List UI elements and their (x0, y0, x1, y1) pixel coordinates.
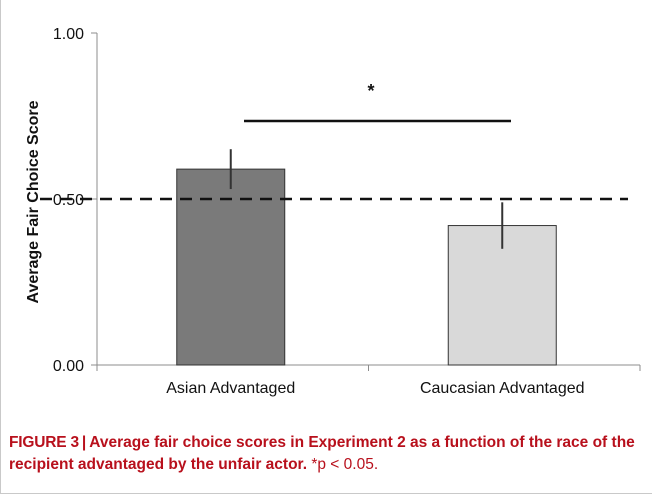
x-category-label: Caucasian Advantaged (420, 380, 585, 397)
caption-separator: | (81, 434, 87, 451)
y-tick-label: 0.00 (53, 358, 84, 375)
error-bars (229, 149, 504, 249)
significance-group: * (244, 81, 511, 123)
x-category-label: Asian Advantaged (166, 380, 295, 397)
caption-note: *p < 0.05. (311, 456, 379, 473)
caption-text: Average fair choice scores in Experiment… (9, 434, 635, 473)
x-axis: Asian Advantaged Caucasian Advantaged (96, 364, 641, 397)
bar-chart: 0.00 0.50 1.00 Asian Advantaged Caucasian A… (25, 26, 641, 397)
figure-caption: FIGURE 3 | Average fair choice scores in E… (9, 432, 639, 476)
significance-label: * (367, 81, 374, 101)
y-tick-label: 1.00 (53, 26, 84, 43)
y-axis: 0.00 0.50 1.00 (53, 26, 98, 375)
figure-label: FIGURE 3 (9, 434, 79, 451)
y-axis-title: Average Fair Choice Score (25, 100, 42, 303)
y-tick-label: 0.50 (53, 192, 84, 209)
